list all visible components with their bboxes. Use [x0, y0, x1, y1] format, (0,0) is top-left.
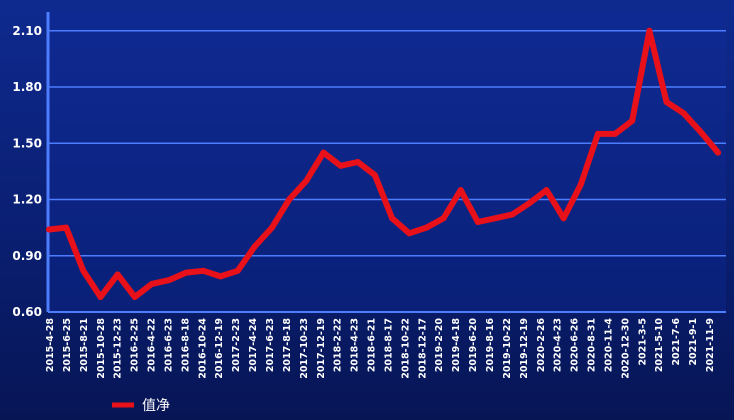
x-tick-label: 2016-2-25 [130, 318, 141, 372]
x-tick-label: 2017-12-19 [316, 318, 327, 379]
x-tick-label: 2016-4-22 [147, 318, 158, 372]
x-tick-label: 2020-4-23 [553, 318, 564, 372]
x-tick-label: 2015-8-21 [79, 318, 90, 372]
x-tick-label: 2019-8-16 [485, 318, 496, 373]
y-tick-label: 1.20 [12, 193, 42, 207]
x-tick-label: 2019-12-19 [519, 318, 530, 379]
data-point [594, 130, 601, 137]
x-tick-label: 2019-10-22 [502, 318, 513, 379]
x-tick-labels: 2015-4-28 2015-6-25 2015-8-21 2015-10-28 201… [45, 318, 716, 379]
x-tick-label: 2019-4-18 [451, 318, 462, 373]
data-point [474, 219, 481, 225]
data-point [457, 187, 464, 194]
series-line-net-value [46, 27, 721, 300]
y-tick-label: 0.60 [12, 305, 42, 319]
x-tick-label: 2016-10-24 [197, 318, 208, 379]
data-point [697, 129, 704, 135]
data-point [560, 215, 567, 222]
data-point [217, 273, 224, 280]
data-point [612, 130, 619, 137]
x-tick-label: 2020-8-31 [587, 318, 598, 372]
x-tick-label: 2015-10-28 [96, 318, 107, 379]
plot-background [48, 12, 726, 312]
x-tick-label: 2021-3-5 [637, 318, 648, 366]
x-tick-label: 2020-6-26 [570, 318, 581, 373]
data-point [440, 215, 447, 222]
plot-area [48, 12, 726, 312]
x-tick-label: 2016-6-23 [163, 318, 174, 372]
y-tick-label: 2.10 [12, 24, 42, 38]
data-point [680, 110, 687, 117]
x-tick-label: 2017-2-23 [231, 318, 242, 372]
x-tick-label: 2021-7-6 [671, 318, 682, 366]
x-tick-label: 2020-12-30 [620, 318, 631, 379]
data-point [663, 99, 670, 105]
x-tick-label: 2017-8-18 [282, 318, 293, 373]
legend: 值净 [112, 398, 170, 414]
data-point [354, 159, 361, 165]
x-tick-label: 2021-9-1 [688, 318, 699, 366]
y-tick-labels: 0.60 0.90 1.20 1.50 1.80 2.10 [12, 24, 42, 319]
x-tick-label: 2015-12-23 [113, 318, 124, 379]
data-point [629, 117, 636, 124]
data-point [269, 224, 275, 231]
data-point [389, 215, 396, 222]
data-point [80, 267, 87, 274]
data-point [200, 267, 207, 274]
x-tick-label: 2018-8-17 [383, 318, 394, 372]
y-tick-label: 1.50 [12, 136, 42, 150]
data-point [423, 224, 430, 231]
legend-label: 值净 [142, 398, 170, 414]
data-point [251, 243, 258, 250]
x-tick-label: 2020-11-4 [603, 318, 614, 373]
x-tick-label: 2019-2-20 [434, 318, 445, 373]
data-point [166, 277, 173, 284]
data-point [131, 294, 138, 300]
x-tick-label: 2016-12-19 [214, 318, 225, 379]
data-point [46, 226, 52, 233]
data-point [183, 269, 190, 276]
data-point [337, 162, 344, 169]
data-point [371, 172, 378, 179]
data-point [646, 27, 653, 34]
data-point [97, 294, 104, 300]
x-tick-label: 2018-6-21 [367, 318, 378, 372]
x-tick-label: 2018-4-23 [350, 318, 361, 372]
y-tick-label: 1.80 [12, 80, 42, 94]
data-point [715, 149, 721, 156]
x-tick-label: 2018-12-17 [417, 318, 428, 379]
x-tick-label: 2017-4-24 [248, 318, 259, 373]
x-tick-label: 2018-10-22 [400, 318, 411, 379]
x-tick-label: 2015-4-28 [45, 318, 56, 373]
series-layer [46, 27, 721, 300]
axes [46, 12, 726, 313]
x-tick-label: 2021-11-9 [705, 318, 716, 372]
x-tick-label: 2019-6-20 [468, 318, 479, 373]
x-tick-label: 2020-2-26 [536, 318, 547, 373]
x-tick-label: 2015-6-25 [62, 318, 73, 372]
x-tick-label: 2017-6-23 [265, 318, 276, 372]
data-point [63, 224, 70, 231]
data-point [234, 267, 241, 274]
x-tick-label: 2018-2-22 [333, 318, 344, 372]
data-point [543, 187, 550, 194]
data-point [148, 280, 155, 287]
y-tick-label: 0.90 [12, 249, 42, 263]
data-point [526, 200, 533, 207]
data-point [509, 211, 516, 218]
data-point [492, 215, 498, 222]
x-tick-label: 2021-5-10 [654, 318, 665, 373]
data-point [577, 181, 584, 188]
data-point [303, 177, 310, 184]
x-tick-label: 2017-10-23 [299, 318, 310, 379]
data-point [406, 230, 413, 237]
data-point [286, 196, 293, 203]
data-point [320, 149, 327, 156]
x-tick-label: 2016-8-18 [180, 318, 191, 373]
data-point [114, 271, 121, 278]
